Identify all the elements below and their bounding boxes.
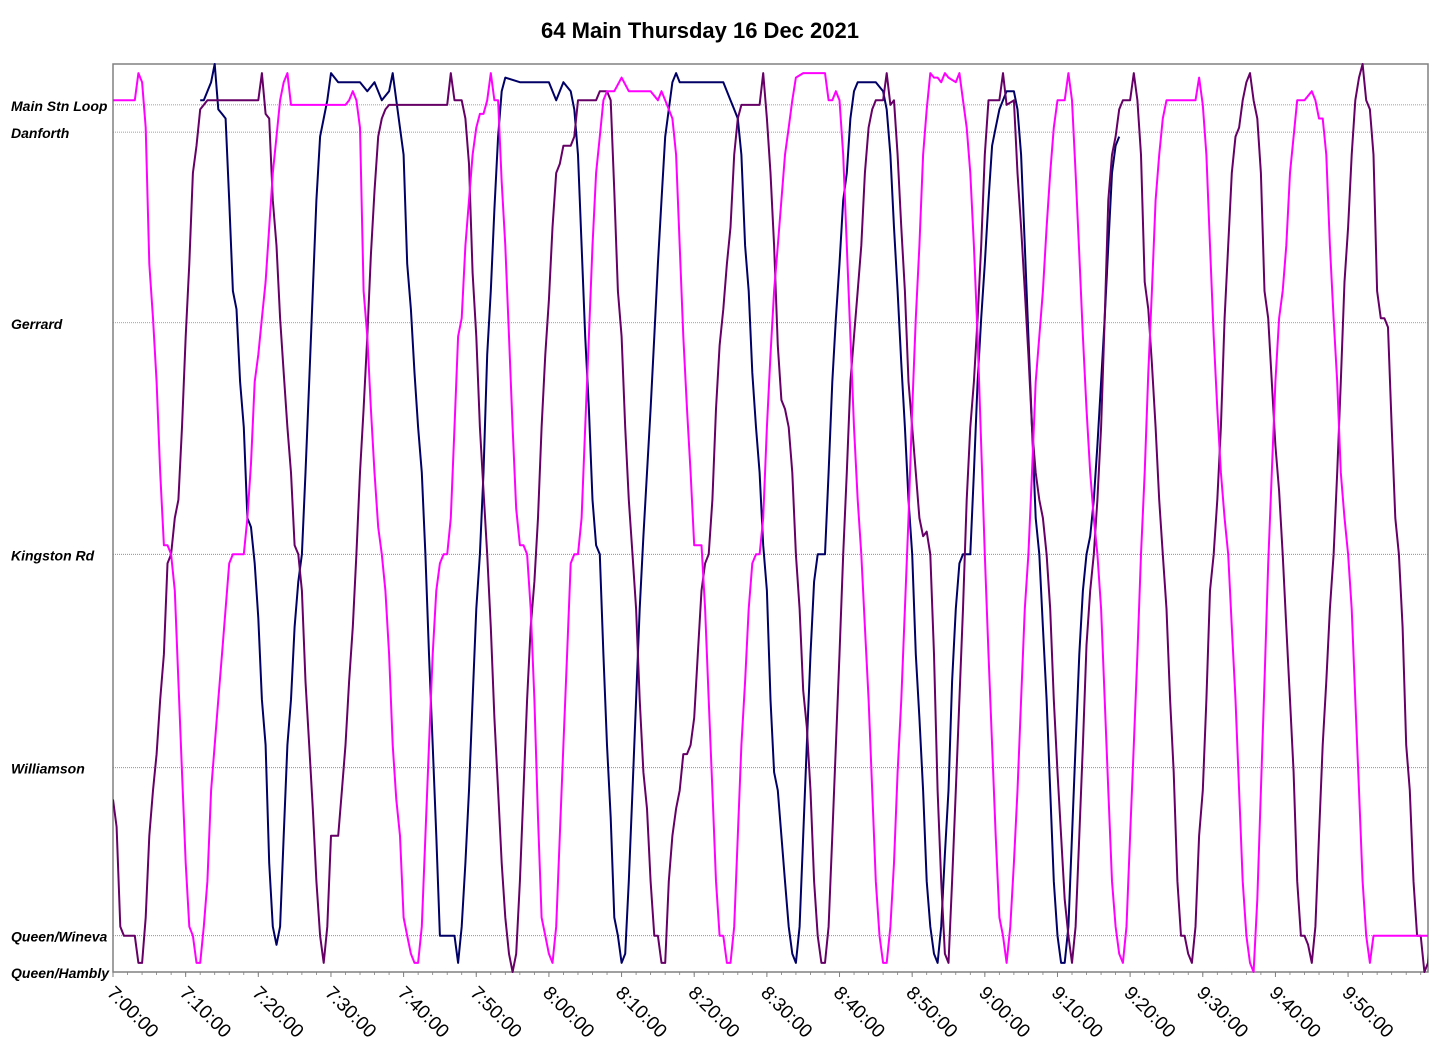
stop-label: Gerrard (11, 316, 63, 332)
x-tick-label: 7:50:00 (466, 983, 526, 1043)
grid-layer (113, 104, 1428, 937)
x-tick-label: 7:20:00 (248, 983, 308, 1043)
series-line-1 (113, 63, 1428, 973)
x-tick-label: 8:00:00 (538, 983, 598, 1043)
x-tick-label: 7:30:00 (320, 983, 380, 1043)
stop-label: Kingston Rd (11, 547, 95, 563)
x-tick-label: 8:30:00 (756, 983, 816, 1043)
stop-label: Williamson (11, 761, 85, 777)
stop-label: Main Stn Loop (11, 98, 108, 114)
x-tick-label: 9:20:00 (1120, 983, 1180, 1043)
series-line-2 (113, 72, 1428, 973)
x-tick-label: 9:10:00 (1047, 983, 1107, 1043)
x-tick-label: 8:10:00 (611, 983, 671, 1043)
chart-title: 64 Main Thursday 16 Dec 2021 (541, 18, 859, 43)
x-tick-label: 7:10:00 (175, 983, 235, 1043)
stop-label: Danforth (11, 125, 69, 141)
x-tick-label: 7:00:00 (102, 983, 162, 1043)
x-tick-label: 9:00:00 (974, 983, 1034, 1043)
x-axis: 7:00:00 7:10:00 7:20:00 7:30:00 7:40:00 7:50:… (102, 972, 1422, 1043)
series-layer (113, 63, 1428, 973)
x-tick-label: 7:40:00 (393, 983, 453, 1043)
plot-frame (112, 63, 1429, 973)
x-tick-label: 8:20:00 (684, 983, 744, 1043)
x-tick-label: 8:50:00 (902, 983, 962, 1043)
stop-label-layer: Main Stn Loop Danforth Gerrard Kingston Rd W… (11, 98, 110, 981)
stop-label: Queen/Hambly (11, 965, 110, 981)
x-tick-label: 9:40:00 (1265, 983, 1325, 1043)
x-tick-label: 9:30:00 (1192, 983, 1252, 1043)
x-tick-label: 8:40:00 (829, 983, 889, 1043)
stop-label: Queen/Wineva (11, 929, 108, 945)
x-tick-label: 9:50:00 (1338, 983, 1398, 1043)
series-line-0 (200, 63, 1121, 964)
